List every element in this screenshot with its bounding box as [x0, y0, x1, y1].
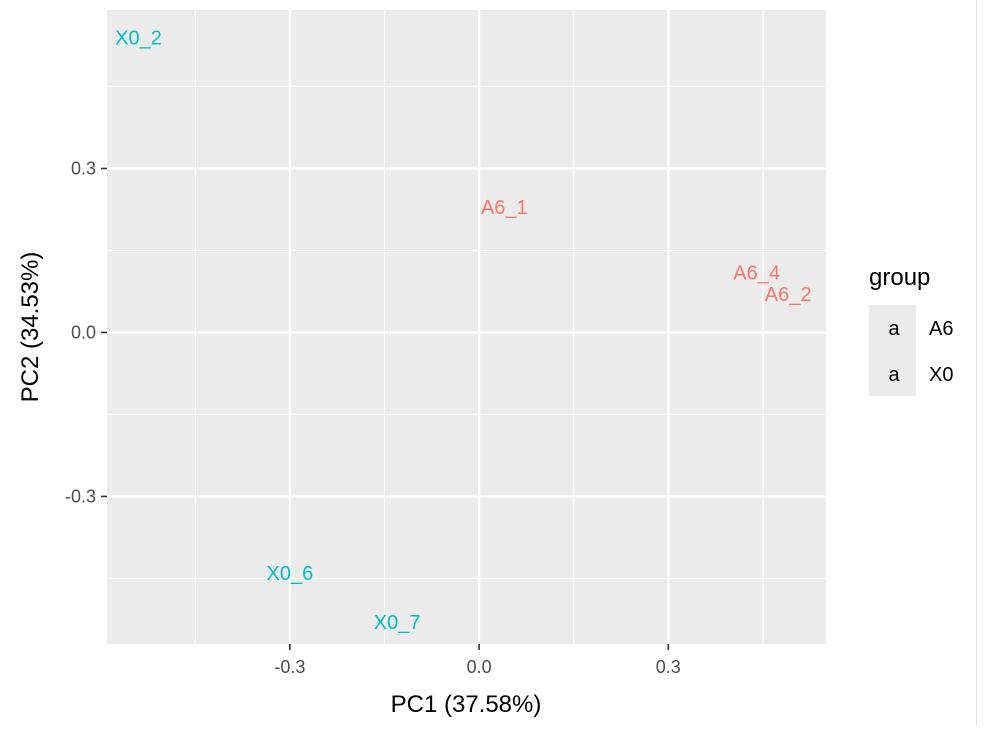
legend-key-glyph: a [888, 318, 900, 340]
x-axis: -0.3 0.0 0.3 [274, 644, 681, 677]
y-tick-label: 0.3 [71, 159, 96, 179]
window-edge [976, 0, 977, 726]
x-tick-label: 0.0 [467, 657, 492, 677]
legend-title: group [869, 264, 930, 291]
point-label-a6-4: A6_4 [733, 262, 780, 284]
legend-key-background [869, 305, 916, 396]
point-label-x0-2: X0_2 [115, 27, 162, 49]
major-gridlines [107, 10, 826, 644]
y-tick-label: 0.0 [71, 322, 96, 342]
legend-entries: a A6 a X0 [888, 318, 953, 386]
point-label-a6-2: A6_2 [765, 284, 812, 306]
point-label-x0-7: X0_7 [374, 612, 421, 634]
legend: group a A6 a X0 [869, 264, 953, 396]
legend-label-x0: X0 [929, 364, 953, 386]
y-tick-label: -0.3 [65, 486, 96, 506]
point-label-x0-6: X0_6 [267, 563, 314, 585]
x-tick-label: 0.3 [656, 657, 681, 677]
x-tick-label: -0.3 [274, 657, 305, 677]
y-axis: -0.3 0.0 0.3 [65, 159, 107, 506]
point-labels: X0_2 A6_1 A6_4A6_2 X0_6 X0_7 [115, 27, 811, 634]
plot-panel [107, 10, 826, 644]
legend-key-glyph: a [888, 364, 900, 386]
y-axis-title: PC2 (34.53%) [17, 252, 44, 403]
point-label-a6-1: A6_1 [481, 197, 528, 219]
x-axis-title: PC1 (37.58%) [391, 691, 542, 718]
minor-gridlines [107, 10, 826, 644]
legend-label-a6: A6 [929, 318, 953, 340]
